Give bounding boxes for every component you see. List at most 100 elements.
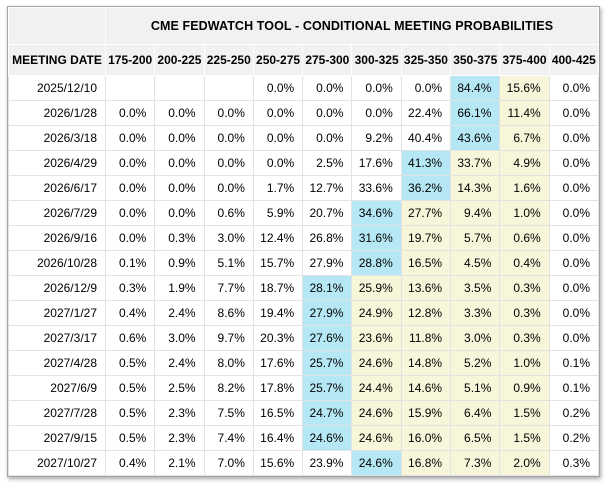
probability-cell: 0.0% xyxy=(252,125,304,151)
table-row: 2026/7/29 0.0% 0.0% 0.6% 5.9% 20.7% 34.6% 27.7%… xyxy=(8,200,600,226)
probability-cell: 24.6% xyxy=(351,400,402,426)
probability-cell: 0.1% xyxy=(548,350,600,376)
probability-cell: 17.6% xyxy=(252,350,304,376)
probability-cell: 0.0% xyxy=(252,150,304,176)
meeting-date-cell: 2026/10/28 xyxy=(8,250,106,276)
probability-cell: 16.5% xyxy=(400,250,452,276)
probability-cell: 24.7% xyxy=(302,400,353,426)
probability-cell: 0.0% xyxy=(548,75,600,101)
probability-cell: 20.7% xyxy=(302,200,353,226)
probability-cell: 15.7% xyxy=(252,250,304,276)
probability-cell: 0.0% xyxy=(252,100,304,126)
probability-cell: 25.9% xyxy=(351,275,402,301)
probability-cell: 4.9% xyxy=(499,150,550,176)
table-row: 2026/4/29 0.0% 0.0% 0.0% 0.0% 2.5% 17.6% 41.3% 3… xyxy=(8,150,600,176)
fedwatch-probabilities-table: CME FEDWATCH TOOL - CONDITIONAL MEETING … xyxy=(8,7,600,476)
probability-cell: 2.4% xyxy=(154,350,205,376)
probability-cell: 8.0% xyxy=(203,350,254,376)
table-row: 2027/7/28 0.5% 2.3% 7.5% 16.5% 24.7% 24.6% 15.9… xyxy=(8,400,600,426)
probability-cell: 9.4% xyxy=(450,200,501,226)
corner-cell xyxy=(8,7,106,45)
rate-range-header-200-225: 200-225 xyxy=(154,44,205,76)
probability-cell: 11.4% xyxy=(499,100,550,126)
probability-cell: 2.5% xyxy=(302,150,353,176)
probability-cell: 0.0% xyxy=(351,100,402,126)
probability-cell: 0.3% xyxy=(154,225,205,251)
table-row: 2027/9/15 0.5% 2.3% 7.4% 16.4% 24.6% 24.6% 16.0… xyxy=(8,425,600,451)
probability-cell: 9.2% xyxy=(351,125,402,151)
probability-cell: 5.1% xyxy=(203,250,254,276)
probability-cell: 0.5% xyxy=(104,350,156,376)
probability-cell: 16.8% xyxy=(400,450,452,476)
probability-cell: 7.7% xyxy=(203,275,254,301)
meeting-date-cell: 2027/9/15 xyxy=(8,425,106,451)
probability-cell: 0.0% xyxy=(203,175,254,201)
probability-cell: 0.0% xyxy=(548,100,600,126)
meeting-date-cell: 2027/1/27 xyxy=(8,300,106,326)
probability-cell: 1.0% xyxy=(499,350,550,376)
probability-cell: 0.1% xyxy=(548,375,600,401)
probability-cell: 33.6% xyxy=(351,175,402,201)
probability-cell: 2.3% xyxy=(154,425,205,451)
probability-cell: 1.5% xyxy=(499,425,550,451)
probability-cell: 12.4% xyxy=(252,225,304,251)
probability-cell: 0.0% xyxy=(104,150,156,176)
rate-range-header-275-300: 275-300 xyxy=(302,44,353,76)
probability-cell: 0.0% xyxy=(302,75,353,101)
probability-cell: 0.0% xyxy=(154,200,205,226)
probability-cell: 0.1% xyxy=(104,250,156,276)
meeting-date-cell: 2027/7/28 xyxy=(8,400,106,426)
probability-cell: 27.9% xyxy=(302,250,353,276)
meeting-date-cell: 2027/3/17 xyxy=(8,325,106,351)
probability-cell: 23.9% xyxy=(302,450,353,476)
probability-cell: 34.6% xyxy=(351,200,402,226)
probability-cell: 8.2% xyxy=(203,375,254,401)
probability-cell: 0.0% xyxy=(548,225,600,251)
table-row: 2026/9/16 0.0% 0.3% 3.0% 12.4% 26.8% 31.6% 19.7… xyxy=(8,225,600,251)
probability-cell: 25.7% xyxy=(302,350,353,376)
probability-cell: 2.3% xyxy=(154,400,205,426)
probability-cell: 0.0% xyxy=(351,75,402,101)
title-row: CME FEDWATCH TOOL - CONDITIONAL MEETING … xyxy=(8,7,599,45)
rate-range-header-225-250: 225-250 xyxy=(203,44,254,76)
probability-cell: 0.0% xyxy=(104,125,156,151)
probability-cell: 1.9% xyxy=(154,275,205,301)
probability-cell: 19.7% xyxy=(400,225,452,251)
probability-cell: 3.0% xyxy=(154,325,205,351)
table-row: 2026/1/28 0.0% 0.0% 0.0% 0.0% 0.0% 0.0% 22.4% 66… xyxy=(8,100,600,126)
probability-cell: 0.9% xyxy=(499,375,550,401)
probability-cell: 8.6% xyxy=(203,300,254,326)
rate-range-header-350-375: 350-375 xyxy=(450,44,501,76)
probability-cell: 3.3% xyxy=(450,300,501,326)
rate-range-header-300-325: 300-325 xyxy=(351,44,402,76)
probability-cell: 0.0% xyxy=(203,150,254,176)
probability-cell: 0.6% xyxy=(499,225,550,251)
probability-cell: 31.6% xyxy=(351,225,402,251)
table-body: 2025/12/10 0.0% 0.0% 0.0% 0.0% 84.4% 15.6% 0.0%… xyxy=(8,75,600,476)
probability-cell: 7.0% xyxy=(203,450,254,476)
probability-cell: 0.0% xyxy=(548,150,600,176)
table-row: 2027/1/27 0.4% 2.4% 8.6% 19.4% 27.9% 24.9% 12.8… xyxy=(8,300,600,326)
probability-cell: 7.4% xyxy=(203,425,254,451)
probability-cell: 36.2% xyxy=(400,175,452,201)
probability-cell: 0.3% xyxy=(104,275,156,301)
probability-cell: 15.6% xyxy=(252,450,304,476)
probability-cell: 15.6% xyxy=(499,75,550,101)
probability-cell: 20.3% xyxy=(252,325,304,351)
probability-cell: 0.0% xyxy=(548,325,600,351)
probability-cell: 0.3% xyxy=(499,300,550,326)
probability-cell: 1.0% xyxy=(499,200,550,226)
probability-cell: 12.8% xyxy=(400,300,452,326)
probability-cell: 0.9% xyxy=(154,250,205,276)
table-row: 2027/10/27 0.4% 2.1% 7.0% 15.6% 23.9% 24.6% 16.… xyxy=(8,450,600,476)
probability-cell xyxy=(154,75,205,101)
rate-range-header-375-400: 375-400 xyxy=(499,44,550,76)
meeting-date-cell: 2026/6/17 xyxy=(8,175,106,201)
table-title: CME FEDWATCH TOOL - CONDITIONAL MEETING … xyxy=(105,7,599,45)
probability-cell: 0.0% xyxy=(104,225,156,251)
table-row: 2027/3/17 0.6% 3.0% 9.7% 20.3% 27.6% 23.6% 11.8… xyxy=(8,325,600,351)
rate-range-header-250-275: 250-275 xyxy=(252,44,304,76)
probability-cell: 0.0% xyxy=(302,100,353,126)
probability-cell: 16.4% xyxy=(252,425,304,451)
probability-cell: 0.4% xyxy=(104,450,156,476)
